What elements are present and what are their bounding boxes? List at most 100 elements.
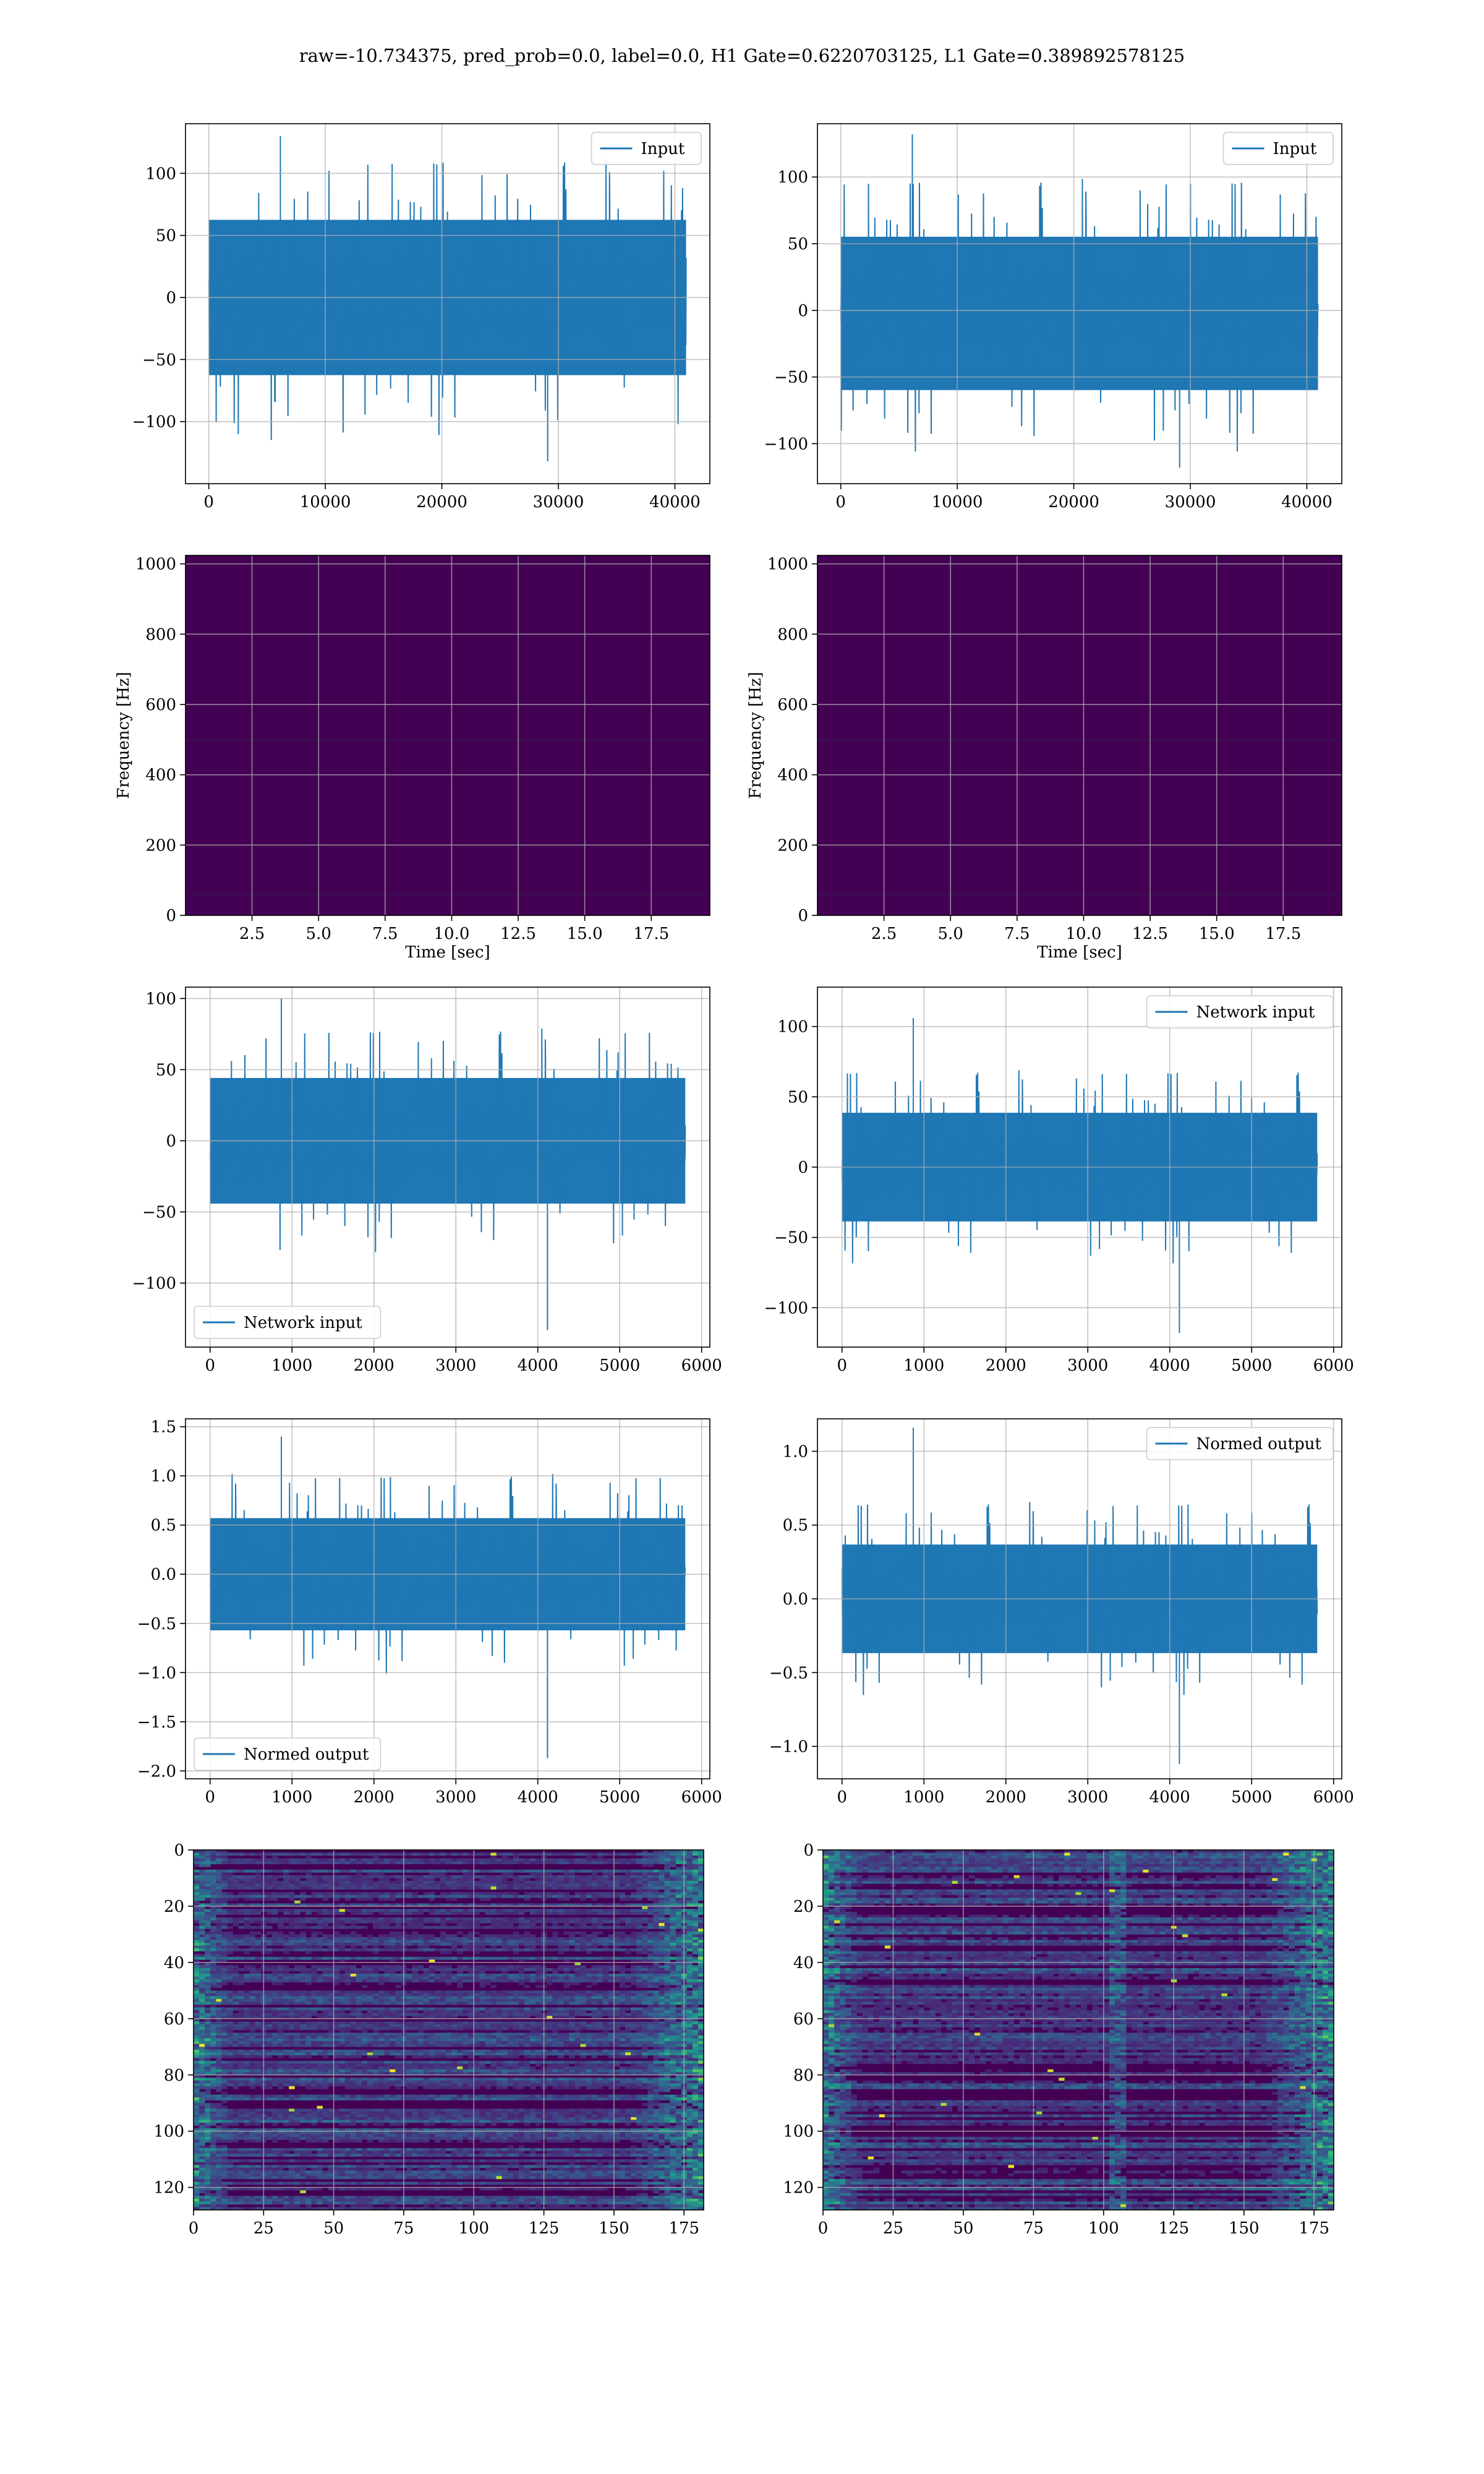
heatmap-cell	[501, 1858, 508, 1862]
series-line-input	[208, 158, 687, 440]
heatmap-cell	[440, 1878, 446, 1881]
heatmap-cell	[535, 1852, 542, 1856]
heatmap-cell	[244, 1861, 250, 1865]
heatmap-cell	[434, 1869, 441, 1873]
heatmap-cell	[216, 1872, 222, 1876]
heatmap-cell	[474, 1869, 480, 1873]
heatmap-cell	[697, 1869, 704, 1873]
heatmap-cell	[339, 1852, 346, 1856]
heatmap-cell	[311, 1869, 317, 1873]
heatmap-cell	[440, 1875, 446, 1878]
heatmap-cell	[367, 1869, 373, 1873]
heatmap-cell	[367, 1858, 373, 1862]
x-tick-label: 2000	[354, 1788, 394, 1807]
heatmap-cell	[216, 1856, 222, 1859]
heatmap-cell	[474, 1858, 480, 1862]
heatmap-cell	[446, 1878, 452, 1881]
heatmap-cell	[490, 1856, 497, 1859]
heatmap-cell	[367, 1861, 373, 1865]
heatmap-cell	[686, 1858, 693, 1862]
heatmap-cell	[255, 1875, 262, 1878]
heatmap-cell	[194, 1864, 200, 1867]
heatmap-cell	[608, 1872, 615, 1876]
heatmap-cell	[406, 1858, 412, 1862]
heatmap-cell	[479, 1875, 485, 1878]
heatmap-cell	[620, 1869, 626, 1873]
heatmap-cell	[620, 1858, 626, 1862]
x-tick-label: 5000	[599, 1788, 640, 1807]
heatmap-cell	[194, 1861, 200, 1865]
x-tick-label: 5.0	[938, 925, 963, 943]
heatmap-cell	[642, 1852, 648, 1856]
heatmap-cell	[434, 1872, 441, 1876]
heatmap-cell	[653, 1856, 659, 1859]
heatmap-cell	[697, 1864, 704, 1867]
heatmap-cell	[244, 1875, 250, 1878]
legend-box	[591, 132, 702, 165]
heatmap-cell	[647, 1852, 654, 1856]
heatmap-cell	[283, 1858, 289, 1862]
heatmap-cell	[496, 1852, 503, 1856]
heatmap-cell	[664, 1864, 670, 1867]
heatmap-cell	[294, 1878, 301, 1881]
heatmap-cell	[675, 1869, 682, 1873]
heatmap-cell	[278, 1852, 284, 1856]
heatmap-cell	[507, 1858, 514, 1862]
heatmap-cell	[278, 1875, 284, 1878]
heatmap-cell	[373, 1856, 379, 1859]
heatmap-cell	[300, 1869, 306, 1873]
heatmap-cell	[675, 1867, 682, 1870]
heatmap-cell	[692, 1869, 699, 1873]
heatmap-cell	[395, 1858, 401, 1862]
x-tick-label: 2000	[354, 1356, 394, 1375]
heatmap-cell	[412, 1852, 419, 1856]
x-tick-label: 3000	[435, 1788, 476, 1807]
heatmap-cell	[474, 1875, 480, 1878]
heatmap-cell	[194, 1878, 200, 1881]
heatmap-cell	[597, 1852, 603, 1856]
heatmap-cell	[485, 1875, 491, 1878]
heatmap-cell	[271, 1858, 278, 1862]
spectral-line	[186, 738, 710, 741]
plot-area-p5	[209, 998, 686, 1330]
x-tick-label: 15.0	[567, 925, 603, 943]
legend-box	[194, 1306, 382, 1339]
x-tick-label: 12.5	[1132, 925, 1168, 943]
heatmap-cell	[697, 1872, 704, 1876]
heatmap-cell	[283, 1875, 289, 1878]
heatmap-cell	[356, 1861, 362, 1865]
y-tick-label: 200	[777, 836, 808, 855]
heatmap-cell	[558, 1861, 564, 1865]
heatmap-cell	[692, 1852, 699, 1856]
heatmap-cell	[664, 1867, 670, 1870]
heatmap-cell	[322, 1858, 328, 1862]
legend: Input	[1222, 132, 1334, 165]
x-tick-label: 4000	[1149, 1788, 1190, 1807]
heatmap-cell	[620, 1878, 626, 1881]
heatmap-cell	[496, 1869, 503, 1873]
heatmap-cell	[344, 1869, 351, 1873]
heatmap-cell	[552, 1878, 558, 1881]
axes-frame	[185, 123, 710, 484]
x-tick-label: 6000	[681, 1356, 722, 1375]
heatmap-cell	[474, 1861, 480, 1865]
plot-area-p7	[209, 1436, 686, 1758]
legend: Normed output	[194, 1737, 382, 1771]
heatmap-cell	[569, 1878, 575, 1881]
heatmap-cell	[636, 1858, 642, 1862]
heatmap-cell	[305, 1856, 312, 1859]
heatmap-cell	[507, 1869, 514, 1873]
heatmap-cell	[278, 1869, 284, 1873]
heatmap-cell	[501, 1856, 508, 1859]
heatmap-cell	[686, 1856, 693, 1859]
heatmap-cell	[350, 1875, 357, 1878]
heatmap-cell	[636, 1861, 642, 1865]
heatmap-cell	[468, 1878, 474, 1881]
x-tick-label: 6000	[1313, 1788, 1354, 1807]
heatmap-cell	[205, 1850, 211, 1853]
heatmap-cell	[356, 1858, 362, 1862]
heatmap-cell	[625, 1861, 631, 1865]
heatmap-cell	[300, 1852, 306, 1856]
grid	[186, 124, 710, 484]
